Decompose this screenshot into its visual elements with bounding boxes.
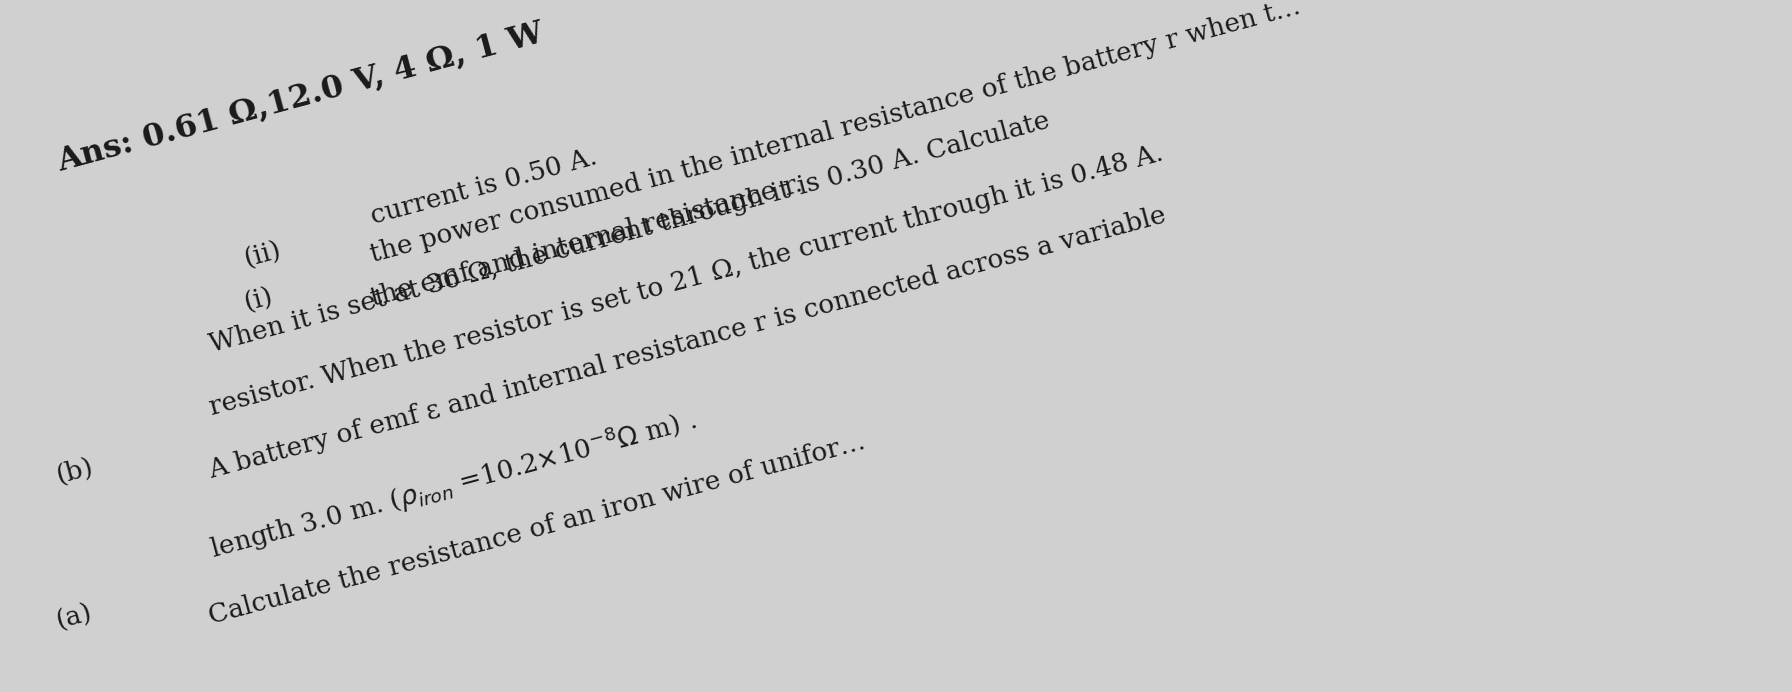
Text: (ii): (ii) [242,238,285,272]
Text: A battery of emf ε and internal resistance r is connected across a variable: A battery of emf ε and internal resistan… [206,203,1168,483]
Text: (a): (a) [54,600,95,634]
Text: current is 0.50 A.: current is 0.50 A. [367,144,599,228]
Text: Ans: 0.61 Ω,12.0 V, 4 Ω, 1 W: Ans: 0.61 Ω,12.0 V, 4 Ω, 1 W [54,17,547,177]
Text: the emf and internal resistance r.: the emf and internal resistance r. [367,172,805,311]
Text: the power consumed in the internal resistance of the battery r when t…: the power consumed in the internal resis… [367,0,1303,267]
Text: resistor. When the resistor is set to 21 Ω, the current through it is 0.48 A.: resistor. When the resistor is set to 21… [206,140,1165,420]
Text: (b): (b) [54,454,97,488]
Text: When it is set at 36 Ω, the current through it is 0.30 A. Calculate: When it is set at 36 Ω, the current thro… [206,108,1052,357]
Text: (i): (i) [242,284,276,316]
Text: Calculate the resistance of an iron wire of unifor…: Calculate the resistance of an iron wire… [206,429,869,629]
Text: length 3.0 m. ($\rho_{iron}$ =10.2$\times$10$^{-8}$$\Omega$ m) .: length 3.0 m. ($\rho_{iron}$ =10.2$\time… [206,403,701,566]
